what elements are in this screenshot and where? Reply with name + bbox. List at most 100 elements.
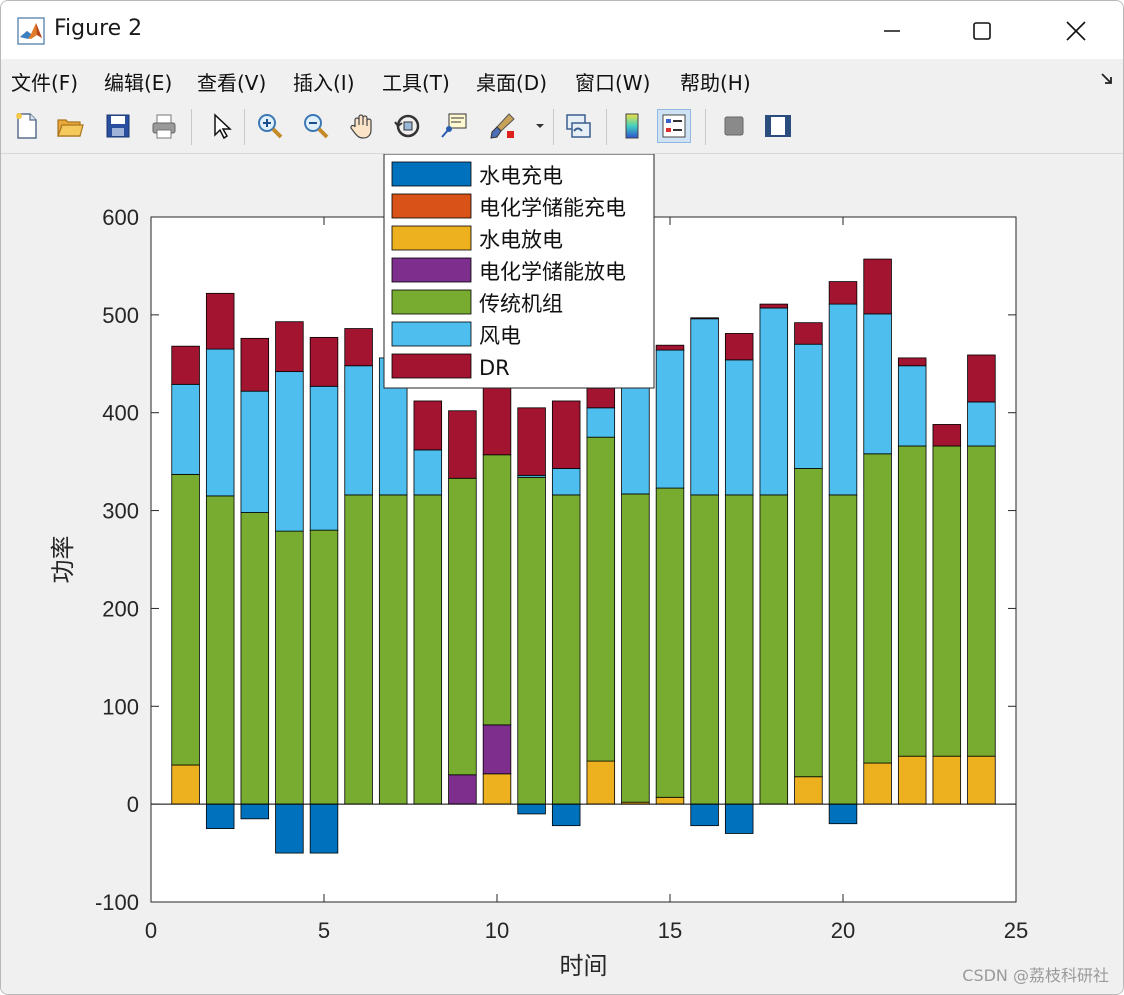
bar-segment bbox=[275, 803, 304, 854]
rotate-3d-icon[interactable] bbox=[391, 109, 425, 143]
legend-entry: 传统机组 bbox=[479, 292, 563, 316]
bar-segment bbox=[759, 303, 789, 309]
data-cursor-icon[interactable] bbox=[437, 109, 471, 143]
legend-swatch bbox=[391, 257, 472, 283]
bar-segment bbox=[863, 762, 892, 805]
brush-icon[interactable] bbox=[485, 109, 519, 143]
legend-entry: 电化学储能放电 bbox=[479, 260, 626, 284]
bar-segment bbox=[655, 344, 685, 351]
close-button[interactable] bbox=[1053, 11, 1099, 51]
menu-window[interactable]: 窗口(W) bbox=[575, 71, 651, 95]
show-plot-tools-icon[interactable] bbox=[761, 109, 795, 143]
x-axis-label: 时间 bbox=[560, 952, 608, 980]
pan-hand-icon[interactable] bbox=[345, 109, 379, 143]
y-tick-label: -100 bbox=[95, 890, 139, 915]
bar-segment bbox=[932, 445, 962, 757]
bar-segment bbox=[794, 322, 823, 345]
legend-swatch bbox=[391, 321, 472, 347]
bar-segment bbox=[828, 494, 858, 805]
bar-segment bbox=[171, 764, 200, 805]
bar-segment bbox=[724, 494, 754, 805]
bar-segment bbox=[344, 494, 373, 805]
minimize-button[interactable] bbox=[869, 11, 915, 51]
bar-segment bbox=[897, 755, 927, 805]
bar-segment bbox=[240, 390, 270, 513]
save-icon[interactable] bbox=[101, 109, 135, 143]
bar-segment bbox=[205, 495, 235, 805]
y-tick-label: 200 bbox=[102, 596, 139, 621]
bar-segment bbox=[690, 803, 719, 827]
new-figure-icon[interactable] bbox=[9, 109, 43, 143]
menu-edit[interactable]: 编辑(E) bbox=[104, 71, 173, 95]
bar-segment bbox=[482, 773, 512, 805]
open-file-icon[interactable] bbox=[53, 109, 87, 143]
bar-segment bbox=[897, 365, 927, 447]
legend-entry: 风电 bbox=[479, 324, 521, 348]
bar-segment bbox=[690, 318, 719, 496]
bar-segment bbox=[794, 776, 823, 805]
toolbar-separator bbox=[705, 109, 706, 145]
watermark: CSDN @荔枝科研社 bbox=[962, 966, 1109, 985]
bar-segment bbox=[240, 512, 270, 805]
toolbar-separator bbox=[244, 109, 245, 145]
brush-dropdown-icon[interactable] bbox=[534, 121, 546, 131]
x-tick-label: 15 bbox=[658, 918, 682, 943]
bar-segment bbox=[413, 400, 443, 451]
print-icon[interactable] bbox=[147, 109, 181, 143]
legend-swatch bbox=[391, 289, 472, 315]
menu-insert[interactable]: 插入(I) bbox=[293, 71, 355, 95]
bar-segment bbox=[448, 477, 477, 776]
maximize-button[interactable] bbox=[959, 11, 1005, 51]
hide-plot-tools-icon[interactable] bbox=[717, 109, 751, 143]
bar-segment bbox=[897, 357, 927, 367]
bar-segment bbox=[309, 529, 339, 805]
pointer-icon[interactable] bbox=[204, 109, 238, 143]
dock-arrow-icon[interactable] bbox=[1099, 71, 1115, 87]
y-tick-label: 500 bbox=[102, 303, 139, 328]
legend-entry: 水电放电 bbox=[479, 228, 563, 252]
toolbar-separator bbox=[606, 109, 607, 145]
bar-segment bbox=[551, 468, 581, 496]
bar-segment bbox=[655, 796, 685, 805]
bar-segment bbox=[482, 454, 512, 726]
link-plot-icon[interactable] bbox=[561, 109, 595, 143]
menu-file[interactable]: 文件(F) bbox=[11, 71, 79, 95]
y-tick-label: 600 bbox=[102, 205, 139, 230]
bar-segment bbox=[171, 473, 200, 766]
title-bar: Figure 2 bbox=[1, 1, 1123, 59]
bar-segment bbox=[517, 407, 546, 476]
bar-segment bbox=[275, 530, 304, 805]
bar-segment bbox=[275, 321, 304, 373]
bar-segment bbox=[309, 803, 339, 854]
toolbar-separator bbox=[553, 109, 554, 145]
bar-segment bbox=[586, 387, 616, 409]
bar-segment bbox=[897, 445, 927, 757]
zoom-out-icon[interactable] bbox=[299, 109, 333, 143]
bar-segment bbox=[586, 407, 616, 438]
bar-segment bbox=[828, 281, 858, 305]
bar-segment bbox=[967, 401, 996, 447]
menu-desktop[interactable]: 桌面(D) bbox=[476, 71, 548, 95]
bar-segment bbox=[551, 494, 581, 805]
window-title: Figure 2 bbox=[54, 16, 143, 41]
bar-segment bbox=[171, 345, 200, 385]
bar-segment bbox=[621, 374, 650, 495]
bar-segment bbox=[240, 803, 270, 820]
colorbar-icon[interactable] bbox=[615, 109, 649, 143]
bar-segment bbox=[448, 410, 477, 479]
bar-segment bbox=[932, 424, 962, 447]
bar-segment bbox=[863, 313, 892, 455]
bar-segment bbox=[205, 292, 235, 350]
menu-help[interactable]: 帮助(H) bbox=[680, 71, 751, 95]
y-tick-label: 0 bbox=[127, 792, 139, 817]
bar-segment bbox=[413, 449, 443, 496]
maximize-icon bbox=[973, 22, 991, 40]
x-tick-label: 25 bbox=[1004, 918, 1028, 943]
legend-icon[interactable] bbox=[657, 109, 691, 143]
zoom-in-icon[interactable] bbox=[253, 109, 287, 143]
menu-view[interactable]: 查看(V) bbox=[197, 71, 267, 95]
toolbar bbox=[1, 101, 1123, 154]
menu-tools[interactable]: 工具(T) bbox=[382, 71, 450, 95]
